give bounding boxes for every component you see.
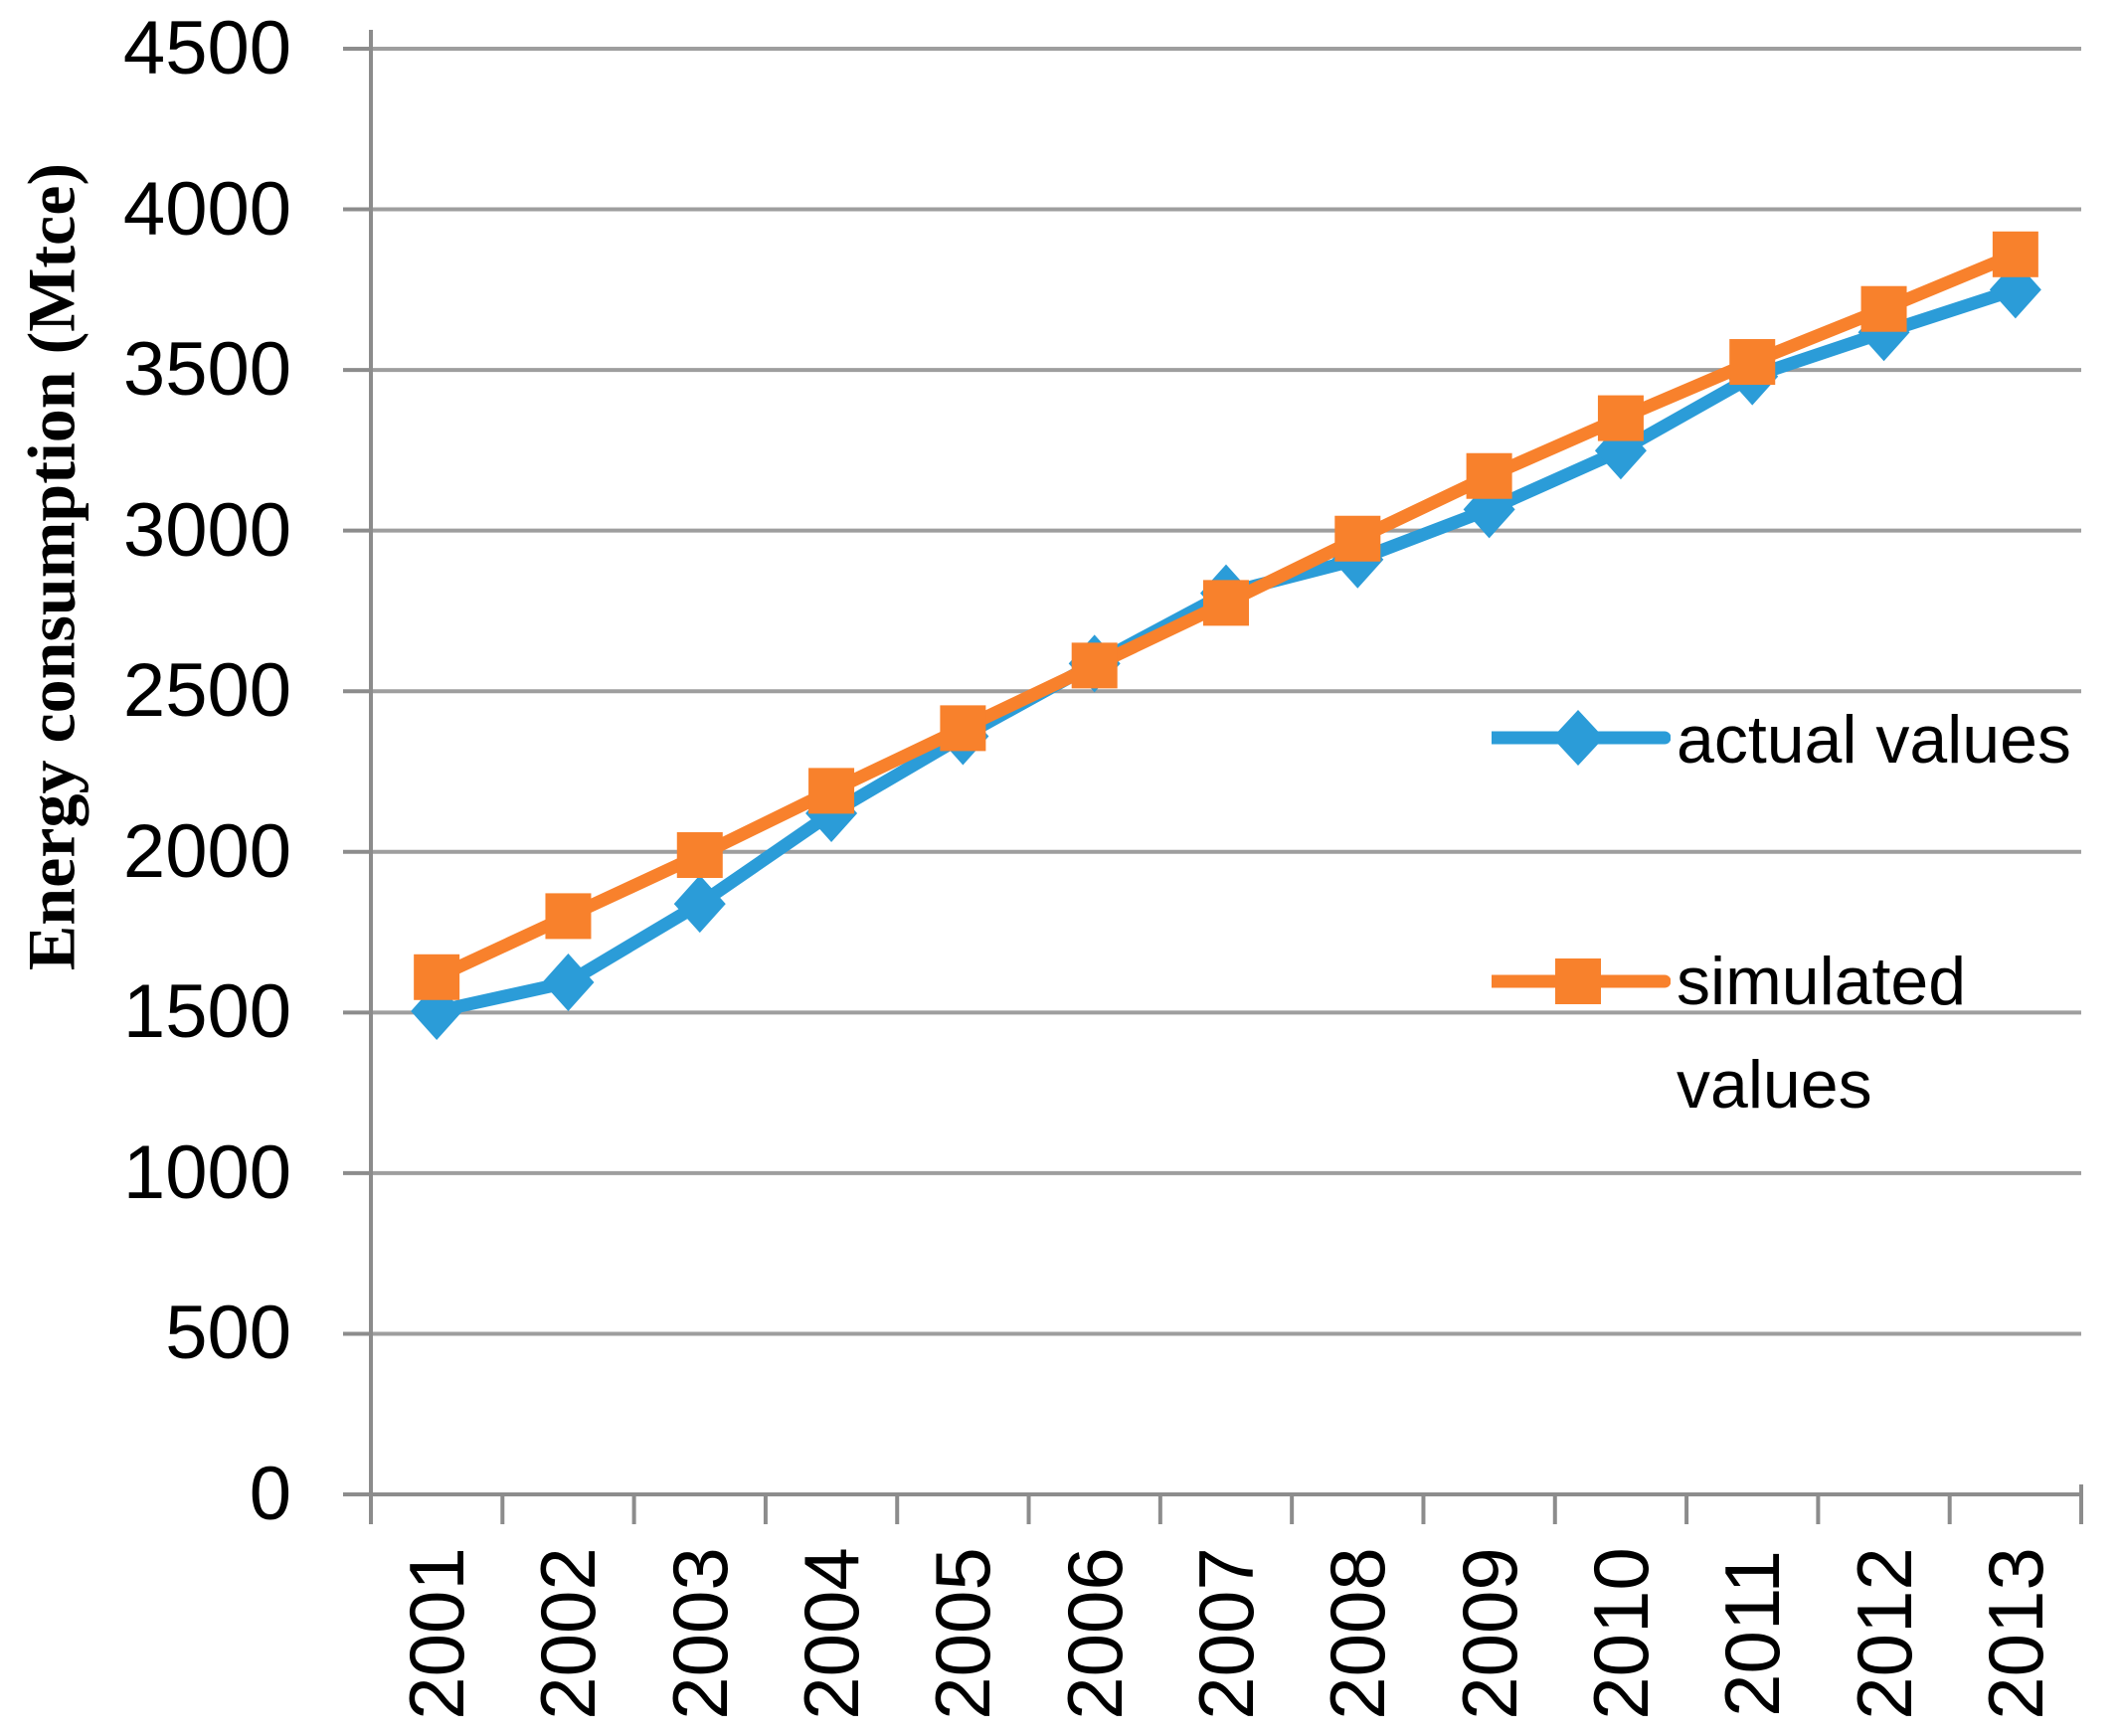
data-point-simulated	[676, 832, 723, 879]
x-tick-label: 2008	[1314, 1547, 1402, 1720]
y-tick-label: 1000	[122, 1129, 291, 1215]
x-tick-label: 2002	[524, 1547, 613, 1720]
x-tick-label: 2001	[393, 1547, 481, 1720]
square-marker-icon	[1555, 958, 1601, 1004]
x-tick-label: 2007	[1182, 1547, 1270, 1720]
diamond-marker-icon	[1552, 710, 1604, 766]
y-tick-label: 4500	[122, 6, 291, 90]
legend-label-actual-values: actual values	[1677, 702, 2071, 778]
data-point-actual	[673, 875, 726, 934]
y-tick-label: 2000	[122, 808, 291, 894]
y-tick-label: 500	[165, 1291, 291, 1376]
y-tick-label: 1500	[122, 969, 291, 1055]
data-point-simulated	[1071, 642, 1118, 689]
data-point-actual	[542, 953, 595, 1011]
data-point-simulated	[414, 954, 460, 1000]
x-tick-label: 2004	[788, 1547, 876, 1720]
series-line-actual	[430, 282, 2023, 1018]
x-tick-label: 2009	[1445, 1547, 1533, 1720]
x-tick-label: 2006	[1050, 1547, 1139, 1720]
y-tick-label: 0	[249, 1452, 291, 1536]
data-point-simulated	[1597, 395, 1644, 441]
data-point-simulated	[940, 705, 986, 752]
data-point-simulated	[1334, 515, 1381, 562]
data-point-simulated	[1203, 580, 1249, 626]
data-point-simulated	[1860, 285, 1907, 332]
data-point-simulated	[545, 893, 592, 940]
data-point-simulated	[808, 768, 855, 814]
x-tick-label: 2005	[919, 1547, 1007, 1720]
legend-label-simulated-values: simulated values	[1677, 944, 1967, 1123]
x-tick-label: 2012	[1840, 1547, 1928, 1720]
x-tick-label: 2013	[1971, 1547, 2059, 1720]
y-tick-label: 3500	[122, 327, 291, 413]
y-tick-label: 3000	[122, 487, 291, 573]
y-tick-label: 4000	[122, 166, 291, 252]
y-tick-label: 2500	[122, 648, 291, 734]
x-tick-label: 2003	[655, 1547, 744, 1720]
data-point-simulated	[1992, 231, 2038, 277]
x-tick-label: 2011	[1708, 1550, 1797, 1717]
legend-marker-actual-values	[1492, 710, 1671, 766]
data-point-simulated	[1466, 452, 1512, 499]
x-tick-label: 2010	[1576, 1547, 1665, 1720]
legend-marker-simulated-values	[1492, 958, 1671, 1004]
data-point-simulated	[1729, 339, 1776, 386]
